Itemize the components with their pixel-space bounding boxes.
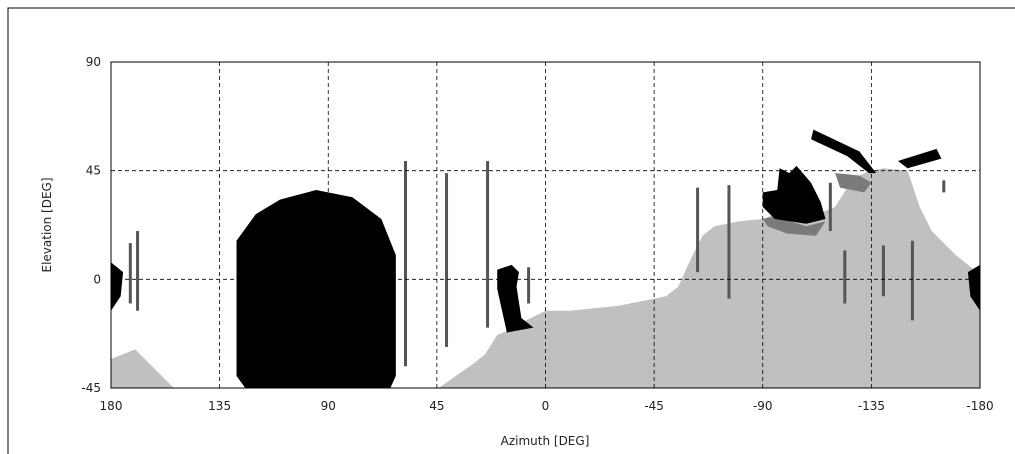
x-tick-label: -180: [966, 399, 993, 413]
obstruction-small-dome-right-edge: [967, 264, 980, 311]
obstruction-small-dome-left-edge: [111, 262, 124, 311]
shade-arm-shadow: [835, 173, 872, 193]
y-axis-label: Elevation [DEG]: [40, 177, 54, 272]
x-axis-label: Azimuth [DEG]: [501, 434, 590, 448]
y-tick-label: 90: [86, 55, 101, 69]
x-tick-label: 180: [100, 399, 123, 413]
x-tick-label: -135: [858, 399, 885, 413]
obstruction-large-dome: [236, 189, 396, 388]
x-tick-label: 90: [321, 399, 336, 413]
x-tick-label: -90: [753, 399, 773, 413]
y-tick-label: 45: [86, 164, 101, 178]
obstruction-arm-upper: [811, 129, 877, 174]
obstruction-small-dome-center: [497, 264, 534, 333]
shade-dish-shadow: [762, 216, 826, 236]
plot-area: 180 135 90 45 0 -45 -90 -135 -180 90 45 0 -45: [81, 55, 993, 413]
obstruction-arm-tip: [897, 148, 942, 169]
x-tick-label: 45: [429, 399, 444, 413]
obstruction-dish: [762, 165, 826, 224]
plot-frame: [110, 61, 981, 389]
x-tick-label: 0: [542, 399, 550, 413]
y-tick-label: -45: [81, 381, 101, 395]
x-tick-label: -45: [644, 399, 664, 413]
figure-border: [7, 7, 1015, 454]
x-tick-label: 135: [208, 399, 231, 413]
y-tick-label: 0: [93, 272, 101, 286]
